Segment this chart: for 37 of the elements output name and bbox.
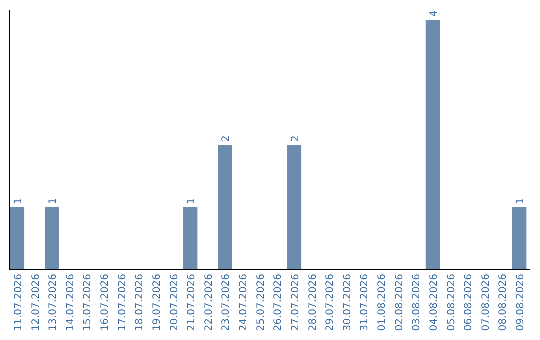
x-tick-label: 08.08.2026 xyxy=(498,274,510,332)
x-tick-label: 15.07.2026 xyxy=(82,274,94,332)
x-tick-label: 17.07.2026 xyxy=(117,274,128,332)
x-tick-label: 21.07.2026 xyxy=(186,274,198,332)
data-label: 2 xyxy=(221,136,232,142)
x-tick-label: 07.08.2026 xyxy=(480,274,492,332)
data-label: 1 xyxy=(186,198,198,204)
x-tick-label: 11.07.2026 xyxy=(13,274,24,332)
data-label: 1 xyxy=(516,198,527,204)
x-tick-label: 24.07.2026 xyxy=(238,274,250,332)
x-tick-label: 29.07.2026 xyxy=(325,274,336,332)
x-tick-label: 13.07.2026 xyxy=(48,274,60,332)
x-tick-label: 22.07.2026 xyxy=(204,274,215,332)
x-tick-label: 12.07.2026 xyxy=(30,274,42,332)
x-tick-label: 23.07.2026 xyxy=(221,274,232,332)
data-label: 4 xyxy=(428,10,440,17)
x-tick-label: 20.07.2026 xyxy=(169,274,180,332)
x-tick-label: 03.08.2026 xyxy=(412,274,423,332)
x-tick-label: 26.07.2026 xyxy=(273,274,284,332)
x-tick-label: 02.08.2026 xyxy=(394,274,406,332)
x-tick-label: 30.07.2026 xyxy=(342,274,354,332)
x-tick-label: 27.07.2026 xyxy=(290,274,302,332)
x-tick-label: 31.07.2026 xyxy=(360,274,371,332)
x-tick-label: 04.08.2026 xyxy=(428,274,440,332)
x-tick-label: 18.07.2026 xyxy=(134,274,146,332)
x-tick-label: 06.08.2026 xyxy=(464,274,475,332)
x-tick-label: 14.07.2026 xyxy=(65,274,76,332)
x-tick-label: 09.08.2026 xyxy=(516,274,527,332)
data-label: 1 xyxy=(13,198,24,204)
x-tick-label: 19.07.2026 xyxy=(152,274,163,332)
data-label: 1 xyxy=(48,198,60,204)
x-tick-label: 28.07.2026 xyxy=(308,274,319,332)
data-label: 2 xyxy=(290,136,302,142)
x-tick-label: 25.07.2026 xyxy=(256,274,267,332)
x-tick-label: 05.08.2026 xyxy=(446,274,458,332)
x-tick-label: 16.07.2026 xyxy=(100,274,112,332)
x-tick-label: 01.08.2026 xyxy=(377,274,388,332)
